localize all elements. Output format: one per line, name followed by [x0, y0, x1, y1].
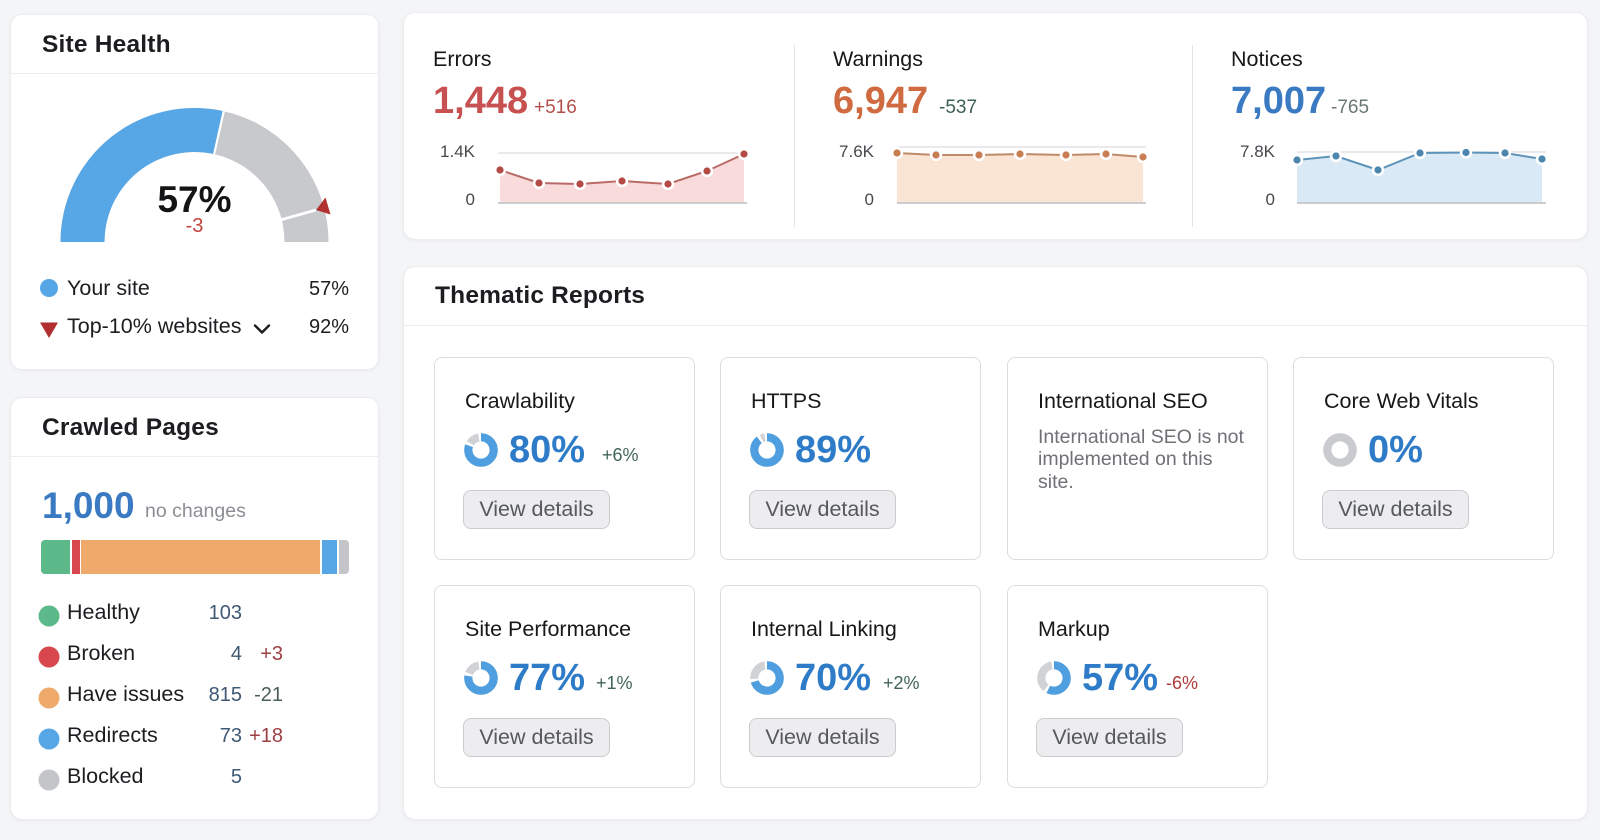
svg-text:-3: -3	[186, 215, 204, 237]
svg-text:57%: 57%	[157, 179, 231, 220]
